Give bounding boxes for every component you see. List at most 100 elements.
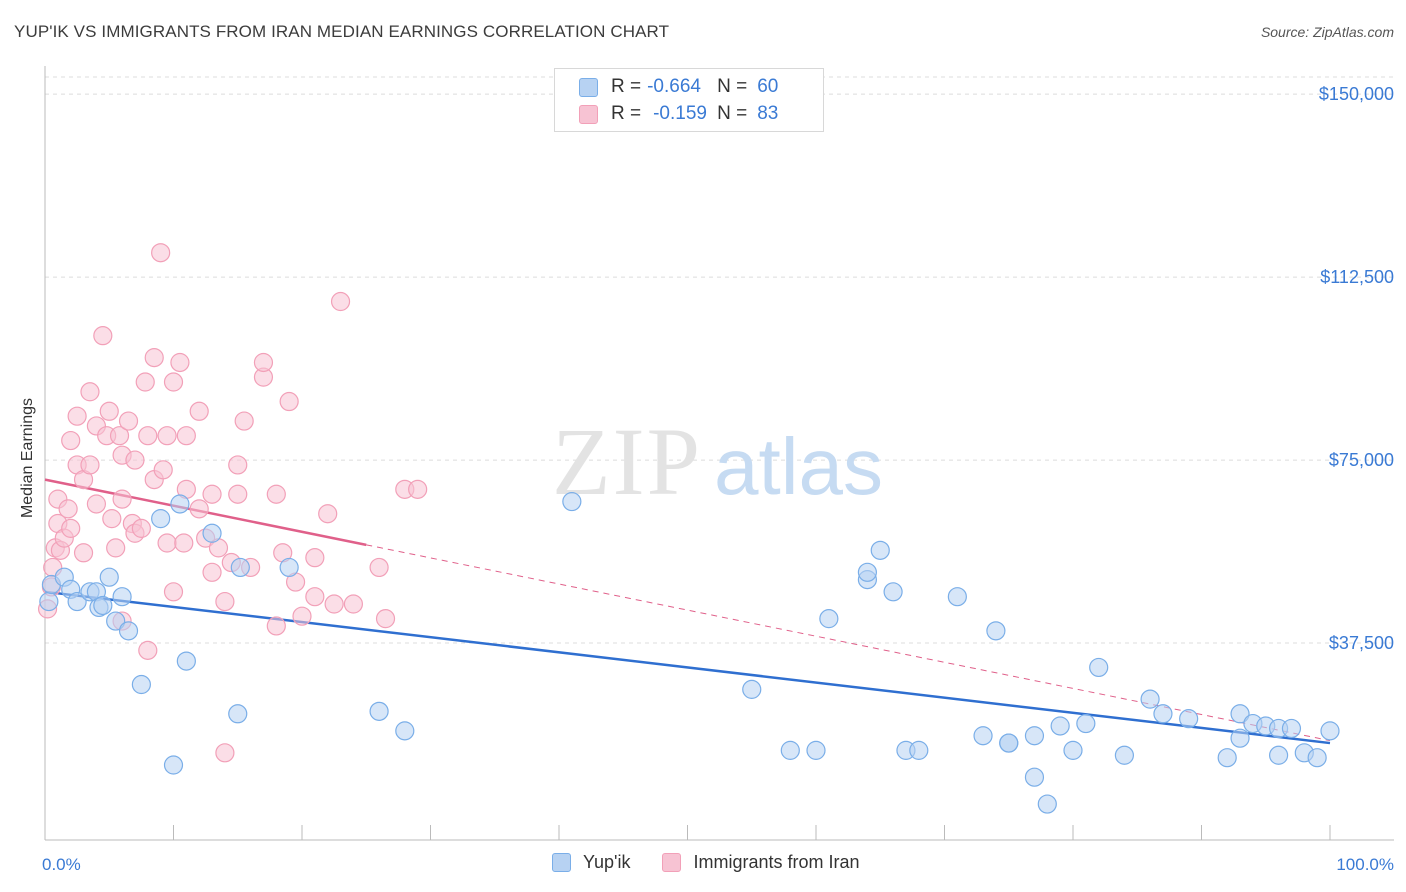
point-iran-15 — [80, 382, 100, 402]
x-tick-label-left: 0.0% — [42, 855, 81, 874]
point-yupik-50 — [1179, 709, 1199, 729]
point-yupik-14 — [151, 509, 171, 529]
legend-swatch-iran — [579, 104, 598, 124]
y-tick-label-3: $150,000 — [1319, 84, 1394, 104]
point-iran-8 — [58, 499, 78, 519]
x-tick-labels: 0.0% 100.0% — [42, 855, 1394, 874]
point-iran-76 — [375, 609, 396, 629]
point-yupik-58 — [1281, 718, 1302, 739]
legend-n-label: N = — [717, 103, 748, 124]
series-swatch-yupik — [552, 853, 571, 872]
point-iran-52 — [202, 484, 222, 504]
point-yupik-16 — [170, 494, 190, 514]
point-yupik-31 — [870, 540, 890, 560]
x-tick-label-right: 100.0% — [1336, 855, 1394, 874]
series-label-yupik: Yup'ik — [583, 852, 631, 872]
point-yupik-44 — [1063, 740, 1083, 760]
point-iran-33 — [135, 372, 155, 392]
point-iran-24 — [109, 426, 130, 446]
point-yupik-13 — [131, 674, 151, 695]
point-yupik-36 — [973, 726, 993, 746]
point-iran-51 — [202, 562, 222, 582]
legend-row-yupik: R = -0.664 N = 60 — [579, 75, 778, 99]
point-iran-74 — [343, 594, 363, 614]
chart-title: YUP'IK VS IMMIGRANTS FROM IRAN MEDIAN EA… — [14, 22, 670, 41]
legend-r-label: R = — [611, 76, 642, 97]
point-yupik-48 — [1140, 689, 1160, 709]
point-iran-71 — [318, 504, 338, 524]
point-iran-37 — [144, 348, 164, 368]
point-yupik-19 — [228, 704, 248, 724]
point-iran-40 — [157, 533, 177, 553]
point-iran-59 — [234, 411, 254, 431]
point-yupik-40 — [1024, 726, 1045, 746]
point-yupik-49 — [1153, 704, 1173, 724]
point-iran-10 — [61, 430, 81, 451]
series-legend-yupik: Yup'ik — [552, 852, 630, 873]
point-iran-58 — [228, 455, 248, 475]
point-iran-23 — [106, 538, 126, 558]
point-iran-16 — [80, 455, 100, 475]
point-iran-44 — [170, 352, 190, 373]
point-yupik-43 — [1050, 716, 1070, 736]
correlation-legend: R = -0.664 N = 60 R = -0.159 N = 83 — [554, 68, 824, 132]
point-iran-68 — [292, 606, 312, 626]
point-yupik-8 — [93, 595, 113, 616]
legend-r-value: -0.159 — [653, 103, 707, 124]
point-yupik-25 — [742, 679, 762, 699]
data-points — [37, 243, 1340, 814]
point-yupik-51 — [1217, 748, 1237, 768]
point-yupik-9 — [99, 567, 119, 587]
point-iran-42 — [163, 372, 184, 392]
point-yupik-35 — [947, 587, 967, 607]
point-yupik-37 — [986, 621, 1006, 641]
point-iran-38 — [151, 243, 171, 263]
point-yupik-20 — [230, 557, 250, 578]
point-yupik-34 — [909, 740, 929, 760]
watermark: ZIP atlas — [552, 408, 883, 515]
point-yupik-27 — [819, 609, 839, 629]
legend-row-iran: R = -0.159 N = 83 — [579, 102, 778, 126]
point-iran-49 — [189, 499, 209, 519]
legend-r-value: -0.664 — [647, 76, 701, 97]
point-yupik-18 — [202, 523, 222, 543]
gridlines — [45, 76, 1394, 644]
y-axis-label: Median Earnings — [19, 397, 36, 519]
series-swatch-iran — [662, 853, 682, 872]
point-iran-69 — [305, 548, 325, 568]
y-tick-label-1: $75,000 — [1329, 450, 1394, 470]
point-iran-70 — [305, 587, 325, 607]
point-yupik-30 — [857, 562, 878, 582]
y-tick-label-0: $37,500 — [1329, 633, 1394, 653]
point-yupik-4 — [67, 591, 87, 612]
point-yupik-61 — [1320, 721, 1340, 741]
point-iran-9 — [61, 518, 81, 538]
point-iran-62 — [253, 352, 274, 373]
point-iran-17 — [86, 494, 107, 514]
trend-lines — [44, 478, 1331, 745]
point-iran-28 — [118, 411, 139, 431]
point-yupik-45 — [1076, 713, 1096, 734]
point-yupik-52 — [1230, 728, 1250, 748]
point-yupik-17 — [176, 651, 196, 671]
point-iran-39 — [153, 460, 173, 480]
point-yupik-10 — [106, 611, 126, 631]
legend-swatch-yupik — [579, 77, 598, 97]
point-yupik-15 — [163, 755, 184, 775]
point-yupik-32 — [883, 582, 903, 602]
point-yupik-53 — [1230, 704, 1250, 724]
point-yupik-42 — [1037, 794, 1057, 814]
point-iran-66 — [279, 391, 299, 412]
point-iran-72 — [324, 594, 344, 614]
point-iran-34 — [138, 640, 158, 660]
y-tick-label-2: $112,500 — [1320, 267, 1394, 287]
point-iran-30 — [125, 450, 145, 470]
series-label-iran: Immigrants from Iran — [693, 852, 860, 872]
y-tick-labels: $37,500 $75,000 $112,500 $150,000 — [1319, 84, 1394, 653]
legend-r-label: R = — [611, 103, 642, 124]
point-yupik-56 — [1268, 745, 1289, 765]
point-iran-47 — [176, 426, 196, 446]
point-yupik-28 — [806, 740, 826, 760]
point-iran-63 — [266, 484, 286, 504]
